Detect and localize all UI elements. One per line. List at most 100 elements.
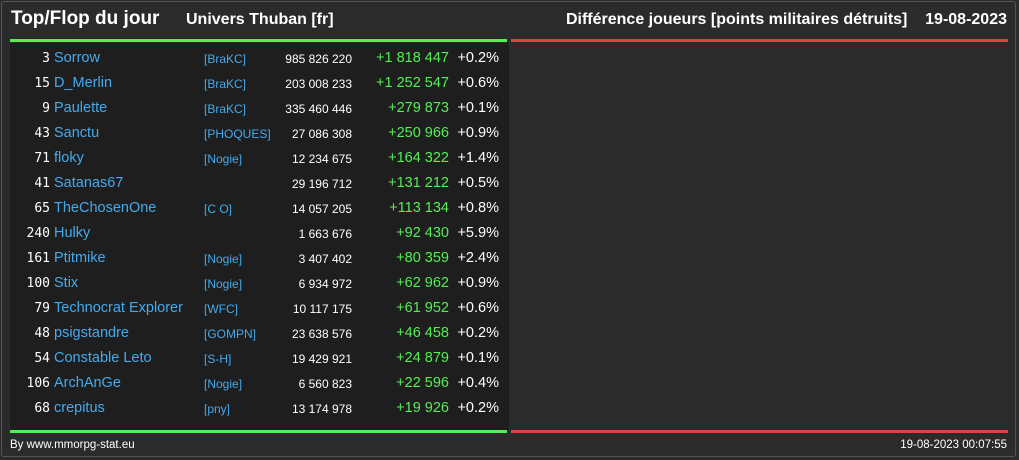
alliance-link[interactable]: [WFC] (204, 302, 238, 316)
player-name-link[interactable]: D_Merlin (54, 75, 113, 91)
alliance-link[interactable]: [BraKC] (204, 77, 247, 91)
alliance-link[interactable]: [PHOQUES] (204, 127, 271, 141)
top-gainers-panel: 3 Sorrow [BraKC] 985 826 220 +1 818 447 +0.2%… (10, 43, 509, 430)
player-name-link[interactable]: psigstandre (54, 325, 129, 341)
player-points: 29 196 712 (291, 177, 352, 191)
percent-change: +0.8% (457, 200, 499, 216)
player-points: 335 460 446 (285, 102, 352, 116)
points-difference: +1 818 447 (376, 50, 449, 66)
alliance-link[interactable]: [BraKC] (204, 102, 247, 116)
points-difference: +164 322 (388, 150, 449, 166)
player-points: 6 560 823 (298, 377, 352, 391)
player-name-link[interactable]: Sanctu (54, 125, 100, 141)
percent-change: +0.5% (457, 175, 499, 191)
points-difference: +62 962 (396, 275, 449, 291)
player-points: 203 008 233 (285, 77, 352, 91)
alliance-link[interactable]: [Nogie] (204, 277, 243, 291)
alliance-link[interactable]: [BraKC] (204, 52, 247, 66)
alliance-link[interactable]: [Nogie] (204, 152, 243, 166)
player-name-link[interactable]: Paulette (54, 100, 108, 116)
alliance-link[interactable]: [pny] (204, 402, 231, 416)
table-row: 48 psigstandre [GOMPN] 23 638 576 +46 458 +0.… (10, 322, 509, 347)
footer-timestamp: 19-08-2023 00:07:55 (900, 439, 1007, 451)
table-row: 43 Sanctu [PHOQUES] 27 086 308 +250 966 +0.9% (10, 122, 509, 147)
player-points: 27 086 308 (291, 127, 352, 141)
player-rank: 48 (34, 326, 50, 341)
table-row: 41 Satanas67 29 196 712 +131 212 +0.5% (10, 172, 509, 197)
player-name-link[interactable]: Ptitmike (54, 250, 106, 266)
percent-change: +0.1% (457, 350, 499, 366)
points-difference: +113 134 (389, 200, 449, 216)
bottom-divider-red (511, 430, 1008, 433)
player-rank: 68 (34, 401, 50, 416)
points-difference: +22 596 (396, 375, 449, 391)
table-row: 15 D_Merlin [BraKC] 203 008 233 +1 252 547 +0… (10, 72, 509, 97)
player-name-link[interactable]: Satanas67 (54, 175, 124, 191)
alliance-link[interactable]: [S-H] (204, 352, 232, 366)
player-rank: 43 (34, 126, 50, 141)
player-name-link[interactable]: ArchAnGe (54, 375, 121, 391)
percent-change: +1.4% (457, 150, 499, 166)
player-points: 985 826 220 (285, 52, 352, 66)
table-row: 65 TheChosenOne [C O] 14 057 205 +113 134 +0.… (10, 197, 509, 222)
header: Top/Flop du jour Univers Thuban [fr] Dif… (11, 8, 1007, 34)
alliance-link[interactable]: [Nogie] (204, 377, 243, 391)
percent-change: +0.2% (457, 325, 499, 341)
player-name-link[interactable]: Technocrat Explorer (54, 300, 183, 316)
table-row: 68 crepitus [pny] 13 174 978 +19 926 +0.2% (10, 397, 509, 422)
alliance-link[interactable]: [GOMPN] (204, 327, 257, 341)
player-name-link[interactable]: crepitus (54, 400, 105, 416)
header-right: Différence joueurs [points militaires dé… (566, 11, 1007, 29)
points-difference: +19 926 (396, 400, 449, 416)
top-divider-red (511, 39, 1008, 42)
player-name-link[interactable]: Hulky (54, 225, 91, 241)
percent-change: +0.4% (457, 375, 499, 391)
metric-label: Différence joueurs [points militaires dé… (565, 11, 908, 28)
player-points: 1 663 676 (298, 227, 352, 241)
table-row: 79 Technocrat Explorer [WFC] 10 117 175 +61 … (10, 297, 509, 322)
player-points: 3 407 402 (298, 252, 352, 266)
top-divider-green (10, 39, 507, 42)
player-rank: 65 (34, 201, 50, 216)
alliance-link[interactable]: [C O] (204, 202, 233, 216)
top-losers-panel (511, 43, 1008, 430)
player-rank: 71 (34, 151, 50, 166)
player-name-link[interactable]: TheChosenOne (54, 200, 157, 216)
player-name-link[interactable]: Sorrow (54, 50, 100, 66)
player-rank: 15 (34, 76, 50, 91)
player-points: 6 934 972 (298, 277, 352, 291)
player-points: 19 429 921 (291, 352, 352, 366)
player-points: 12 234 675 (291, 152, 352, 166)
player-name-link[interactable]: floky (54, 150, 84, 166)
player-rank: 9 (42, 101, 50, 116)
table-row: 54 Constable Leto [S-H] 19 429 921 +24 879 +0… (10, 347, 509, 372)
points-difference: +24 879 (396, 350, 449, 366)
table-row: 71 floky [Nogie] 12 234 675 +164 322 +1.4% (10, 147, 509, 172)
points-difference: +279 873 (388, 100, 449, 116)
page-title: Top/Flop du jour (11, 8, 160, 29)
table-row: 3 Sorrow [BraKC] 985 826 220 +1 818 447 +0.2% (10, 47, 509, 72)
points-difference: +46 458 (396, 325, 449, 341)
percent-change: +0.9% (457, 125, 499, 141)
percent-change: +0.6% (457, 75, 499, 91)
player-name-link[interactable]: Constable Leto (54, 350, 152, 366)
player-rank: 54 (34, 351, 50, 366)
player-rank: 41 (34, 176, 50, 191)
percent-change: +0.6% (457, 300, 499, 316)
player-points: 13 174 978 (291, 402, 352, 416)
table-row: 106 ArchAnGe [Nogie] 6 560 823 +22 596 +0.4% (10, 372, 509, 397)
table-row: 161 Ptitmike [Nogie] 3 407 402 +80 359 +2.4% (10, 247, 509, 272)
table-row: 9 Paulette [BraKC] 335 460 446 +279 873 +0.1% (10, 97, 509, 122)
points-difference: +131 212 (388, 175, 449, 191)
player-name-link[interactable]: Stix (54, 275, 79, 291)
player-rank: 3 (42, 51, 50, 66)
player-points: 14 057 205 (291, 202, 352, 216)
footer-credit: By www.mmorpg-stat.eu (10, 439, 135, 451)
percent-change: +2.4% (457, 250, 499, 266)
percent-change: +5.9% (457, 225, 499, 241)
points-difference: +250 966 (388, 125, 449, 141)
alliance-link[interactable]: [Nogie] (204, 252, 243, 266)
points-difference: +1 252 547 (376, 75, 449, 91)
table-row: 100 Stix [Nogie] 6 934 972 +62 962 +0.9% (10, 272, 509, 297)
